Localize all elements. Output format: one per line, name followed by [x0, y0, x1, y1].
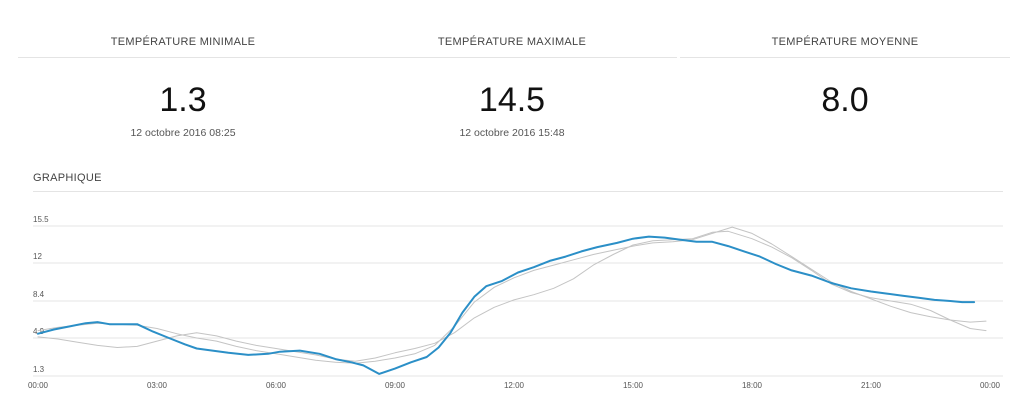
- x-tick-label: 21:00: [861, 381, 882, 390]
- graph-divider: [33, 191, 1003, 192]
- x-tick-label: 12:00: [504, 381, 525, 390]
- stats-panel: TEMPÉRATURE MINIMALE 1.3 12 octobre 2016…: [0, 0, 1024, 150]
- stat-avg-value: 8.0: [821, 81, 869, 119]
- y-tick-label: 12: [33, 252, 42, 261]
- stat-avg: TEMPÉRATURE MOYENNE 8.0: [680, 36, 1010, 127]
- graph-title: GRAPHIQUE: [33, 172, 102, 184]
- y-tick-label: 8.4: [33, 290, 45, 299]
- y-tick-label: 15.5: [33, 215, 49, 224]
- series-line-other: [37, 230, 987, 362]
- x-tick-label: 18:00: [742, 381, 763, 390]
- stat-max-title: TEMPÉRATURE MAXIMALE: [347, 36, 677, 58]
- stat-max-date: 12 octobre 2016 15:48: [459, 127, 565, 139]
- temperature-chart: 1.3 4.9 8.4 12 15.5 00:00 03:00 06:00 09:00 12:00…: [28, 215, 1003, 390]
- stat-max: TEMPÉRATURE MAXIMALE 14.5 12 octobre 201…: [347, 36, 677, 139]
- stat-min: TEMPÉRATURE MINIMALE 1.3 12 octobre 2016…: [18, 36, 348, 139]
- y-tick-label: 1.3: [33, 365, 45, 374]
- y-tick-label: 4.9: [33, 327, 45, 336]
- stat-min-value: 1.3: [159, 81, 207, 119]
- x-tick-label: 15:00: [623, 381, 644, 390]
- stat-avg-title: TEMPÉRATURE MOYENNE: [680, 36, 1010, 58]
- series-line-main: [37, 235, 976, 375]
- stat-min-title: TEMPÉRATURE MINIMALE: [18, 36, 348, 58]
- stat-max-value: 14.5: [478, 81, 546, 119]
- x-tick-label: 09:00: [385, 381, 406, 390]
- stat-min-date: 12 octobre 2016 08:25: [130, 127, 236, 139]
- x-tick-label: 00:00: [28, 381, 49, 390]
- x-tick-label: 06:00: [266, 381, 287, 390]
- x-tick-label: 00:00: [980, 381, 1001, 390]
- x-tick-label: 03:00: [147, 381, 168, 390]
